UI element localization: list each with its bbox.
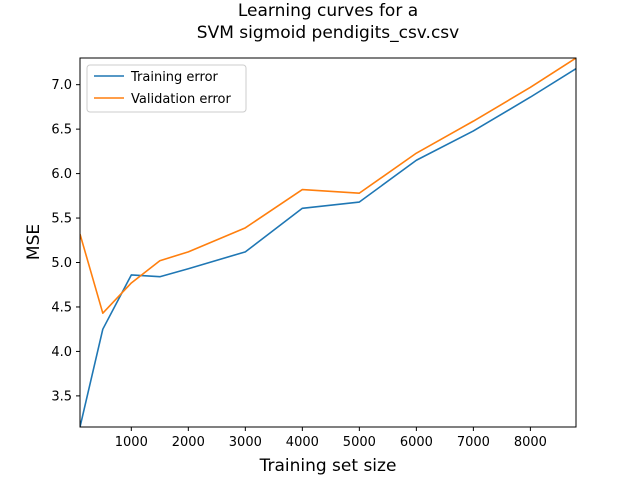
y-tick-label: 4.0: [51, 345, 72, 360]
x-axis: 1000 2000 3000 4000 5000 6000 7000 8000: [115, 427, 547, 450]
x-tick-label: 2000: [172, 435, 205, 450]
y-axis: 3.5 4.0 4.5 5.0 5.5 6.0 6.5 7.0: [51, 78, 80, 404]
legend-label-validation-error: Validation error: [131, 92, 231, 107]
y-tick-label: 5.0: [51, 256, 72, 271]
series-line-training-error: [80, 67, 576, 427]
plot-area: [80, 58, 576, 427]
chart-title-line-2: SVM sigmoid pendigits_csv.csv: [197, 23, 459, 43]
y-tick-label: 7.0: [51, 78, 72, 93]
legend-label-training-error: Training error: [130, 70, 219, 85]
legend: Training error Validation error: [86, 64, 247, 113]
legend-box: [86, 64, 247, 113]
y-tick-label: 3.5: [51, 389, 72, 404]
chart-title-line-1: Learning curves for a: [238, 1, 418, 21]
x-tick-label: 4000: [286, 435, 319, 450]
y-axis-label: MSE: [24, 224, 44, 260]
y-tick-label: 6.5: [51, 123, 72, 138]
x-tick-label: 6000: [400, 435, 433, 450]
x-tick-label: 8000: [514, 435, 547, 450]
series-line-validation-error: [80, 58, 576, 314]
x-tick-label: 1000: [115, 435, 148, 450]
x-tick-label: 3000: [229, 435, 262, 450]
y-tick-label: 4.5: [51, 300, 72, 315]
y-tick-label: 6.0: [51, 167, 72, 182]
plot-frame: [79, 57, 577, 428]
y-tick-label: 5.5: [51, 212, 72, 227]
x-tick-label: 7000: [457, 435, 490, 450]
x-tick-label: 5000: [343, 435, 376, 450]
x-axis-label: Training set size: [259, 456, 397, 476]
